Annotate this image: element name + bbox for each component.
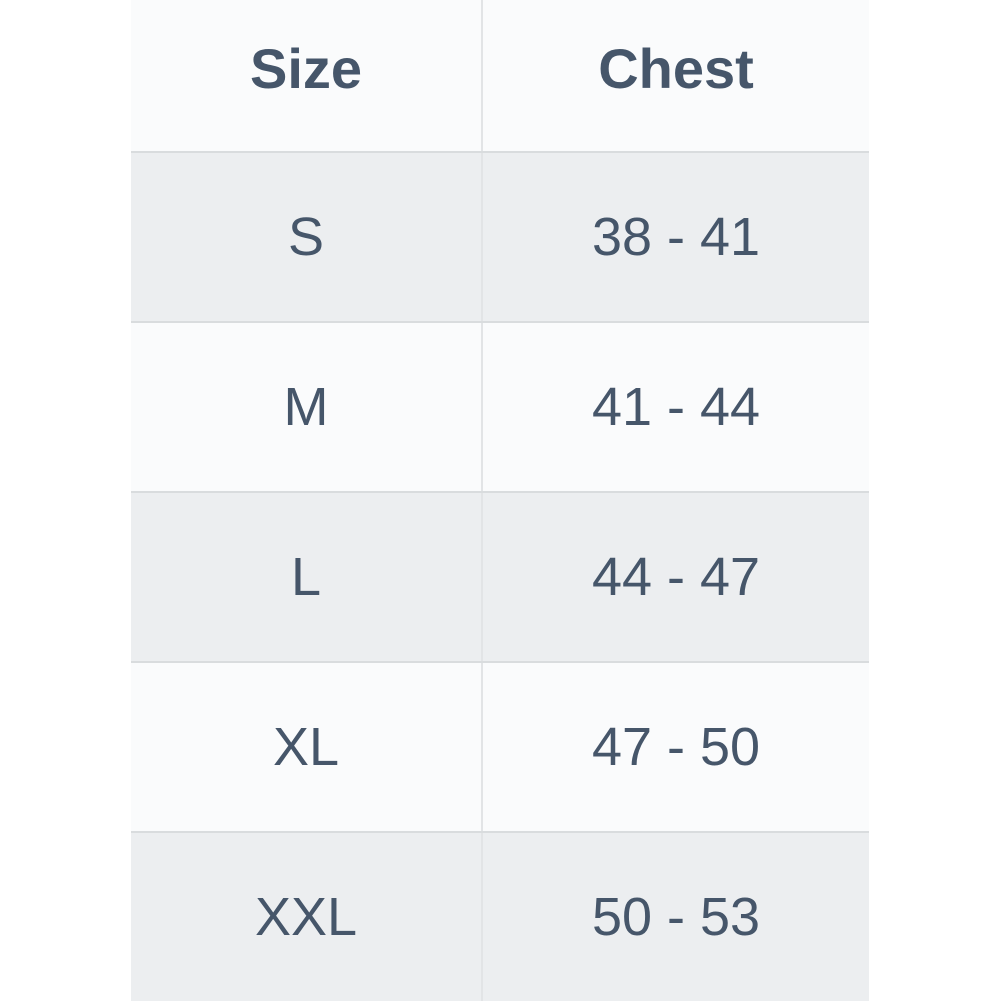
chest-cell: 50 - 53 xyxy=(591,887,761,947)
size-cell: L xyxy=(131,493,483,661)
table-row: XXL 50 - 53 xyxy=(131,831,869,1001)
size-chart-table: Size Chest S 38 - 41 M 41 - 44 L 44 - 47… xyxy=(131,0,869,1001)
chest-cell: 44 - 47 xyxy=(591,547,761,607)
size-cell: XL xyxy=(131,663,483,831)
size-cell: M xyxy=(131,323,483,491)
table-row: XL 47 - 50 xyxy=(131,661,869,831)
table-row: L 44 - 47 xyxy=(131,491,869,661)
chest-cell: 47 - 50 xyxy=(591,717,761,777)
table-header-row: Size Chest xyxy=(131,0,869,151)
chest-cell: 41 - 44 xyxy=(591,377,761,437)
table-row: S 38 - 41 xyxy=(131,151,869,321)
size-cell: S xyxy=(131,153,483,321)
column-header-chest: Chest xyxy=(598,36,754,100)
table-row: M 41 - 44 xyxy=(131,321,869,491)
chest-cell: 38 - 41 xyxy=(591,207,761,267)
column-header-size: Size xyxy=(131,0,483,151)
size-cell: XXL xyxy=(131,833,483,1001)
